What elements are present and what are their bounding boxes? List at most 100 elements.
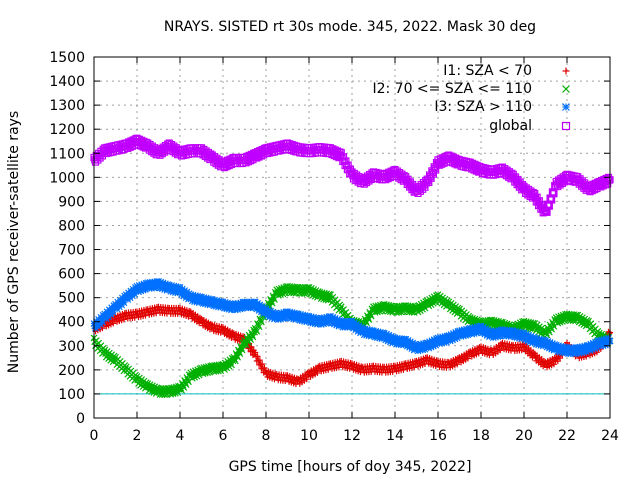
series-i3 bbox=[90, 278, 614, 358]
y-tick-label: 1300 bbox=[49, 98, 85, 114]
data-point-i1 bbox=[131, 314, 138, 321]
legend-glyph-global bbox=[561, 121, 571, 131]
legend-glyph-i2 bbox=[562, 85, 570, 93]
data-point-i1 bbox=[110, 320, 117, 327]
data-point-i1 bbox=[314, 369, 321, 376]
x-tick-label: 22 bbox=[558, 428, 576, 444]
x-tick-label: 4 bbox=[176, 428, 185, 444]
legend-label-i1: I1: SZA < 70 bbox=[443, 63, 532, 79]
y-tick-label: 1100 bbox=[49, 146, 85, 162]
legend-glyph-i1 bbox=[562, 67, 570, 75]
x-tick-label: 18 bbox=[472, 428, 490, 444]
axis-ticks: 0 2 4 6 8 10 12 14 16 18 20 22 240100200300400500600… bbox=[49, 50, 619, 444]
y-tick-label: 1200 bbox=[49, 122, 85, 138]
data-point-global bbox=[533, 193, 541, 201]
data-point-i2 bbox=[238, 344, 245, 352]
legend-label-i3: I3: SZA > 110 bbox=[434, 99, 532, 115]
x-tick-label: 16 bbox=[429, 428, 447, 444]
data-point-i1 bbox=[142, 312, 149, 319]
data-point-i1 bbox=[557, 355, 564, 362]
data-point-i2 bbox=[267, 297, 275, 305]
data-point-i2 bbox=[174, 389, 182, 397]
data-point-global bbox=[550, 190, 558, 198]
data-point-i1 bbox=[120, 316, 127, 323]
data-point-i2 bbox=[270, 294, 278, 302]
data-point-i1 bbox=[254, 353, 261, 360]
data-point-global bbox=[91, 158, 100, 166]
x-axis-label: GPS time [hours of doy 345, 2022] bbox=[229, 459, 472, 475]
x-tick-label: 8 bbox=[262, 428, 271, 444]
chart-title: NRAYS. SISTED rt 30s mode. 345, 2022. Ma… bbox=[164, 19, 536, 35]
data-point-global bbox=[416, 187, 424, 195]
legend-glyph-i3 bbox=[562, 103, 570, 111]
data-point-i2 bbox=[265, 301, 273, 309]
data-point-i1 bbox=[554, 358, 561, 365]
y-tick-label: 900 bbox=[58, 194, 85, 210]
data-point-i2 bbox=[236, 350, 244, 358]
data-point-i2 bbox=[231, 355, 238, 363]
data-point-i1 bbox=[518, 347, 525, 354]
legend-marker-global bbox=[561, 121, 571, 131]
legend-marker-i3 bbox=[562, 103, 570, 111]
y-tick-label: 1000 bbox=[49, 170, 85, 186]
data-point-global bbox=[342, 157, 350, 165]
data-point-global bbox=[94, 156, 102, 164]
data-point-i1 bbox=[256, 357, 263, 364]
data-point-i2 bbox=[253, 327, 261, 335]
y-tick-label: 100 bbox=[58, 387, 85, 403]
x-tick-label: 0 bbox=[90, 428, 99, 444]
data-point-i1 bbox=[252, 349, 259, 356]
y-axis-label: Number of GPS receiver-satellite rays bbox=[6, 111, 22, 373]
x-tick-label: 14 bbox=[386, 428, 404, 444]
data-point-global bbox=[339, 153, 348, 161]
y-tick-label: 700 bbox=[58, 243, 85, 259]
legend-label-i2: I2: 70 <= SZA <= 110 bbox=[372, 81, 532, 97]
data-point-i3 bbox=[518, 335, 526, 343]
x-tick-label: 10 bbox=[300, 428, 318, 444]
data-point-global bbox=[344, 161, 352, 169]
data-point-i2 bbox=[195, 371, 203, 379]
y-tick-label: 500 bbox=[58, 291, 85, 307]
y-tick-label: 600 bbox=[58, 267, 85, 283]
x-tick-label: 2 bbox=[133, 428, 142, 444]
x-tick-label: 12 bbox=[343, 428, 361, 444]
data-point-global bbox=[419, 185, 427, 193]
y-tick-label: 800 bbox=[58, 218, 85, 234]
data-point-i1 bbox=[325, 366, 332, 373]
data-point-i2 bbox=[255, 323, 263, 331]
data-point-global bbox=[337, 149, 345, 157]
data-point-i2 bbox=[365, 315, 373, 323]
data-point-i1 bbox=[259, 361, 266, 368]
data-point-i1 bbox=[411, 364, 418, 371]
data-point-i1 bbox=[550, 361, 557, 368]
legend-label-global: global bbox=[489, 118, 532, 134]
data-point-i2 bbox=[235, 348, 243, 356]
data-point-i2 bbox=[238, 346, 246, 354]
y-tick-label: 300 bbox=[58, 339, 85, 355]
data-point-i2 bbox=[234, 353, 242, 361]
data-point-i2 bbox=[421, 304, 429, 312]
y-tick-label: 0 bbox=[76, 411, 85, 427]
x-tick-label: 20 bbox=[515, 428, 533, 444]
data-point-i1 bbox=[454, 361, 461, 368]
y-tick-label: 1500 bbox=[49, 50, 85, 66]
data-point-i1 bbox=[464, 355, 471, 362]
data-point-global bbox=[535, 197, 543, 205]
data-point-global bbox=[414, 189, 422, 197]
x-tick-label: 6 bbox=[219, 428, 228, 444]
y-tick-label: 400 bbox=[58, 315, 85, 331]
data-point-i2 bbox=[249, 333, 257, 341]
data-point-global bbox=[96, 154, 104, 162]
data-point-global bbox=[531, 189, 539, 198]
data-point-i1 bbox=[389, 368, 396, 375]
y-tick-label: 200 bbox=[58, 363, 85, 379]
data-point-i2 bbox=[268, 299, 276, 307]
data-point-i1 bbox=[400, 366, 407, 373]
data-point-i2 bbox=[231, 357, 239, 365]
x-tick-label: 24 bbox=[601, 428, 619, 444]
data-point-i2 bbox=[233, 352, 241, 359]
legend-marker-i1 bbox=[562, 67, 570, 75]
data-point-i1 bbox=[303, 376, 310, 383]
legend-marker-i2 bbox=[562, 85, 570, 93]
